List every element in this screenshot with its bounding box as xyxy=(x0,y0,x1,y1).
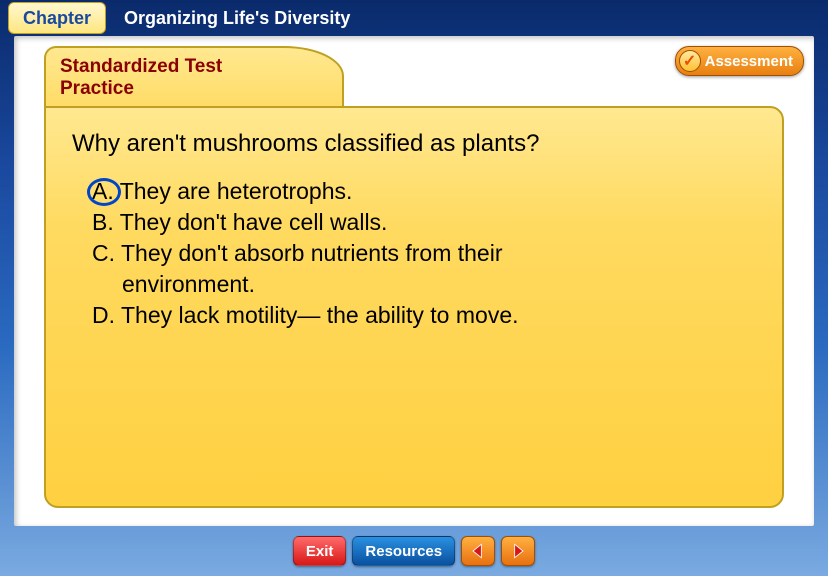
arrow-right-icon xyxy=(508,541,528,561)
next-button[interactable] xyxy=(501,536,535,566)
arrow-left-icon xyxy=(468,541,488,561)
tab-folder: Standardized Test Practice Why aren't mu… xyxy=(44,46,784,508)
bottom-nav: Exit Resources xyxy=(0,526,828,576)
tab-body: Why aren't mushrooms classified as plant… xyxy=(44,106,784,508)
resources-button[interactable]: Resources xyxy=(352,536,455,566)
answer-a[interactable]: A. They are heterotrophs. xyxy=(92,176,756,207)
answer-d[interactable]: D. They lack motility— the ability to mo… xyxy=(92,300,756,331)
answer-a-text: A. They are heterotrophs. xyxy=(92,178,352,204)
chapter-title: Organizing Life's Diversity xyxy=(124,8,350,29)
main-panel: ✓ Assessment Standardized Test Practice … xyxy=(14,36,814,526)
tab-heading-line2: Practice xyxy=(60,78,328,100)
exit-button[interactable]: Exit xyxy=(293,536,347,566)
answer-list: A. They are heterotrophs. B. They don't … xyxy=(92,176,756,331)
answer-c[interactable]: C. They don't absorb nutrients from thei… xyxy=(92,238,756,269)
tab-heading-line1: Standardized Test xyxy=(60,56,328,78)
prev-button[interactable] xyxy=(461,536,495,566)
answer-b[interactable]: B. They don't have cell walls. xyxy=(92,207,756,238)
question-text: Why aren't mushrooms classified as plant… xyxy=(72,130,756,158)
answer-c-text: C. They don't absorb nutrients from thei… xyxy=(92,240,503,266)
chapter-button[interactable]: Chapter xyxy=(8,2,106,34)
top-bar: Chapter Organizing Life's Diversity xyxy=(0,0,828,36)
answer-c-wrap: environment. xyxy=(122,269,756,300)
